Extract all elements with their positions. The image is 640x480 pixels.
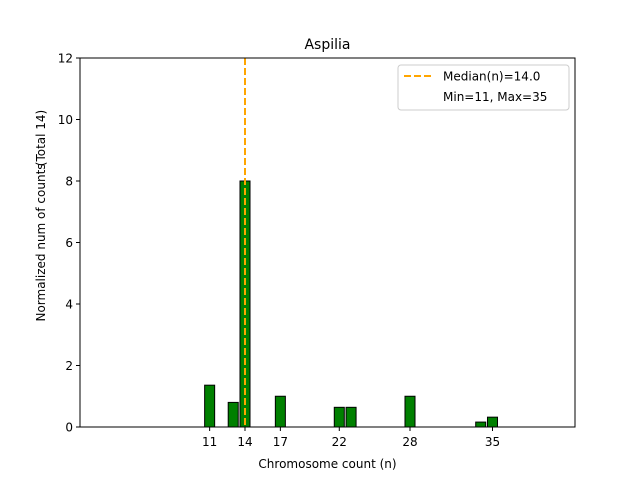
x-tick-label: 17: [273, 435, 288, 449]
legend-box: [397, 64, 570, 111]
legend-minmax-label: Min=11, Max=35: [443, 90, 547, 104]
x-tick-label: 14: [237, 435, 252, 449]
x-ticks: 11 14 17 22 28 35: [202, 427, 500, 449]
y-tick-label: 8: [65, 175, 73, 189]
plot-frame: [79, 57, 576, 428]
bars: [204, 180, 499, 428]
chart-title: Aspilia: [304, 37, 350, 53]
bar-35: [486, 416, 499, 428]
y-axis-label: Normalized num of counts: [34, 163, 48, 321]
x-tick-label: 35: [485, 435, 500, 449]
legend-median-label: Median(n)=14.0: [443, 70, 540, 84]
legend: Median(n)=14.0 Min=11, Max=35: [397, 64, 570, 111]
bar-23: [345, 406, 357, 428]
y-tick-label: 12: [58, 52, 73, 66]
y-axis-label-total: (Total 14): [34, 110, 48, 166]
y-tick-label: 2: [65, 359, 73, 373]
y-tick-label: 6: [65, 236, 73, 250]
bar-34: [475, 421, 487, 428]
x-tick-label: 22: [332, 435, 347, 449]
y-tick-label: 4: [65, 298, 73, 312]
x-axis-label: Chromosome count (n): [258, 457, 396, 471]
y-tick-label: 0: [65, 421, 73, 435]
x-tick-label: 28: [402, 435, 417, 449]
y-tick-label: 10: [58, 113, 73, 127]
bar-28: [404, 395, 416, 428]
bar-11: [204, 384, 216, 428]
bar-13: [227, 401, 239, 428]
x-tick-label: 11: [202, 435, 217, 449]
y-ticks: 0 2 4 6 8 10 12: [58, 52, 80, 435]
bar-22: [333, 406, 345, 428]
bar-17: [274, 395, 286, 428]
